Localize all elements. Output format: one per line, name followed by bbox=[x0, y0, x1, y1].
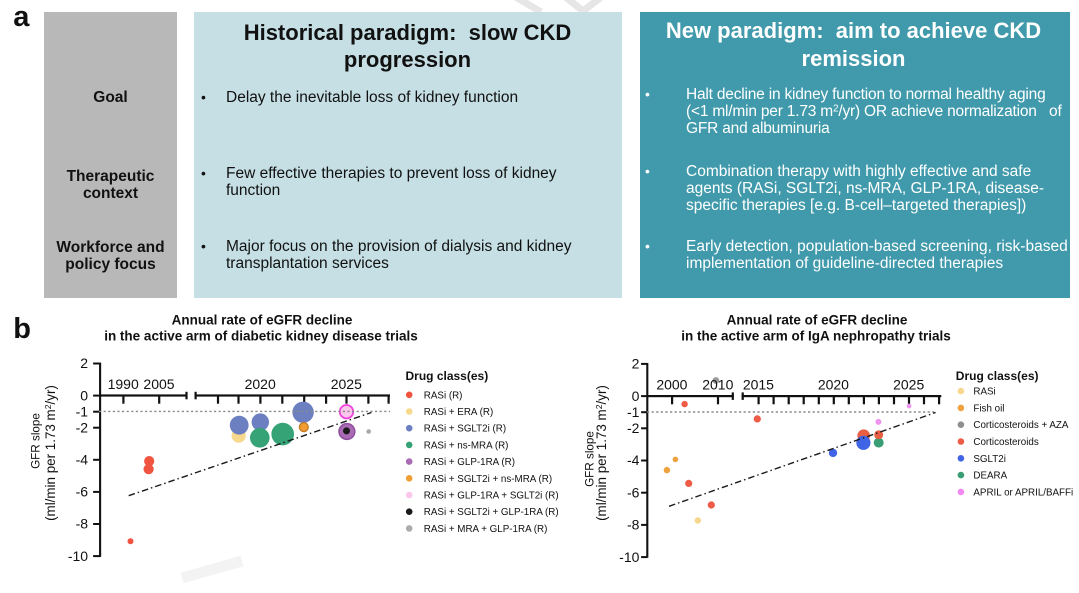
svg-text:2000: 2000 bbox=[656, 377, 687, 393]
svg-text:RASi (R): RASi (R) bbox=[424, 390, 463, 401]
svg-text:-2: -2 bbox=[627, 420, 640, 436]
svg-text:-2: -2 bbox=[76, 419, 89, 435]
svg-text:2020: 2020 bbox=[245, 376, 276, 392]
svg-text:2: 2 bbox=[80, 355, 88, 371]
svg-text:2010: 2010 bbox=[702, 377, 733, 393]
svg-text:(ml/min per 1.73 m2/yr): (ml/min per 1.73 m2/yr) bbox=[43, 385, 58, 521]
svg-text:RASi + SGLT2i (R): RASi + SGLT2i (R) bbox=[424, 424, 506, 435]
svg-text:RASi + SGLT2i + GLP-1RA (R): RASi + SGLT2i + GLP-1RA (R) bbox=[424, 507, 559, 518]
svg-text:2005: 2005 bbox=[143, 376, 174, 392]
svg-text:2015: 2015 bbox=[743, 377, 774, 393]
svg-text:DEARA: DEARA bbox=[973, 471, 1007, 482]
svg-text:Corticosteroids + AZA: Corticosteroids + AZA bbox=[973, 420, 1068, 431]
svg-text:Drug class(es): Drug class(es) bbox=[406, 369, 489, 383]
svg-text:RASi: RASi bbox=[973, 387, 995, 398]
svg-text:RASi + ERA (R): RASi + ERA (R) bbox=[424, 407, 493, 418]
svg-text:-6: -6 bbox=[627, 484, 640, 500]
svg-text:2: 2 bbox=[632, 356, 640, 372]
svg-text:GFR slope: GFR slope bbox=[584, 431, 597, 487]
svg-text:0: 0 bbox=[80, 387, 88, 403]
svg-text:0: 0 bbox=[632, 388, 640, 404]
svg-text:2020: 2020 bbox=[818, 377, 849, 393]
svg-text:-10: -10 bbox=[619, 549, 639, 565]
svg-text:RASi + ns-MRA (R): RASi + ns-MRA (R) bbox=[424, 440, 509, 451]
svg-text:RASi + MRA + GLP-1RA (R): RASi + MRA + GLP-1RA (R) bbox=[424, 524, 548, 535]
svg-text:2025: 2025 bbox=[893, 377, 924, 393]
svg-text:-10: -10 bbox=[68, 548, 88, 564]
svg-text:Annual rate of eGFR decline: Annual rate of eGFR decline bbox=[172, 313, 353, 328]
svg-text:RASi + GLP-1RA + SGLT2i (R): RASi + GLP-1RA + SGLT2i (R) bbox=[424, 491, 559, 502]
svg-text:-4: -4 bbox=[627, 452, 640, 468]
svg-text:-6: -6 bbox=[76, 484, 89, 500]
svg-text:-4: -4 bbox=[76, 452, 89, 468]
svg-text:2025: 2025 bbox=[331, 376, 362, 392]
svg-text:Corticosteroids: Corticosteroids bbox=[973, 437, 1038, 448]
svg-text:(ml/min per 1.73 m2/yr): (ml/min per 1.73 m2/yr) bbox=[594, 385, 609, 521]
svg-text:GFR slope: GFR slope bbox=[30, 413, 43, 469]
svg-text:RASi + SGLT2i + ns-MRA (R): RASi + SGLT2i + ns-MRA (R) bbox=[424, 474, 552, 485]
svg-text:Drug class(es): Drug class(es) bbox=[956, 369, 1039, 383]
svg-text:APRIL or APRIL/BAFFi: APRIL or APRIL/BAFFi bbox=[973, 487, 1073, 498]
svg-text:-8: -8 bbox=[627, 517, 640, 533]
svg-text:-8: -8 bbox=[76, 516, 89, 532]
svg-text:Fish oil: Fish oil bbox=[973, 403, 1004, 414]
svg-text:-1: -1 bbox=[76, 403, 89, 419]
svg-text:in the active arm of IgA nephr: in the active arm of IgA nephropathy tri… bbox=[681, 329, 951, 344]
svg-text:RASi + GLP-1RA (R): RASi + GLP-1RA (R) bbox=[424, 457, 515, 468]
svg-text:in the active arm of diabetic: in the active arm of diabetic kidney dis… bbox=[104, 328, 418, 343]
svg-text:Annual rate of eGFR decline: Annual rate of eGFR decline bbox=[727, 313, 908, 328]
svg-text:-1: -1 bbox=[627, 404, 640, 420]
svg-text:SGLT2i: SGLT2i bbox=[973, 454, 1006, 465]
svg-text:1990: 1990 bbox=[108, 376, 139, 392]
